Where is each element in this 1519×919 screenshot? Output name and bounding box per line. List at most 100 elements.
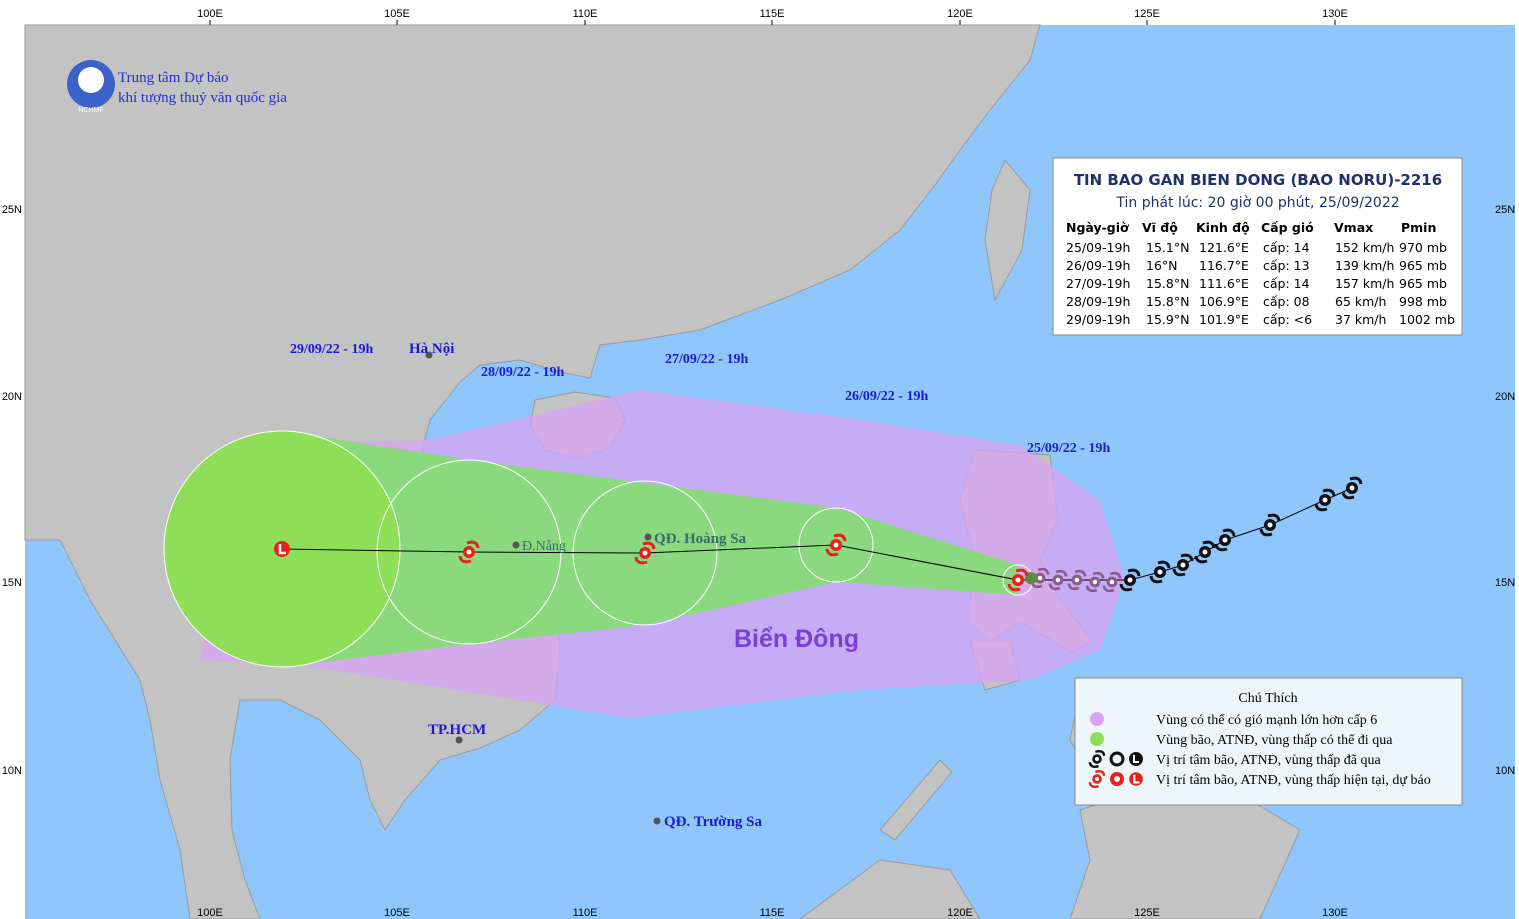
storm-symbol [1259, 513, 1281, 537]
org-name: khí tượng thuỷ văn quốc gia [118, 90, 287, 106]
table-box [1052, 157, 1463, 336]
storm-arm [634, 541, 656, 565]
storm-core [1222, 537, 1228, 543]
city-dot [653, 817, 661, 825]
storm-symbol [1088, 769, 1106, 789]
table-cell: 139 km/h [1335, 258, 1394, 273]
storm-path-zone [282, 431, 1018, 667]
lat-label: 20N [1495, 391, 1515, 403]
lat-label: 10N [2, 765, 22, 777]
place-label: TP.HCM [428, 722, 486, 738]
markers [274, 476, 1363, 593]
storm-arm [1149, 560, 1171, 584]
sea-label: Biển Đông [734, 625, 859, 653]
storm-core [1127, 577, 1133, 583]
table-header: Vĩ độ [1142, 220, 1178, 235]
table-cell: cấp: 08 [1263, 294, 1310, 309]
lon-label: 115E [760, 8, 785, 20]
taiwan [984, 159, 1031, 302]
table-cell: 37 km/h [1335, 312, 1386, 327]
table-cell: 25/09-19h [1066, 240, 1130, 255]
borneo [799, 859, 981, 919]
table-cell: 1002 mb [1399, 312, 1455, 327]
table-cell: 15.1°N [1146, 240, 1189, 255]
table-header: Kinh độ [1196, 220, 1250, 235]
time-label: 29/09/22 - 19h [290, 342, 373, 357]
storm-core [1055, 577, 1061, 583]
place-label: QĐ. Hoàng Sa [654, 531, 747, 547]
storm-symbol [825, 533, 847, 557]
storm-core [1109, 579, 1115, 585]
storm-symbol [1119, 568, 1141, 592]
low-disc [274, 541, 290, 557]
time-label: 27/09/22 - 19h [665, 352, 748, 367]
lat-label: 10N [1495, 765, 1515, 777]
lon-label: 110E [573, 8, 598, 20]
table-cell: 15.8°N [1146, 294, 1189, 309]
time-labels: 29/09/22 - 19h 28/09/22 - 19h 27/09/22 - 1… [290, 342, 1110, 456]
table-title: TIN BAO GAN BIEN DONG (BAO NORU)-2216 [1074, 171, 1442, 189]
logo-inner [78, 67, 104, 93]
low-disc [1129, 772, 1143, 786]
storm-core [1157, 569, 1163, 575]
legend-swatch [1090, 712, 1104, 726]
legend-swatch [1114, 776, 1120, 782]
logo: NCHMF [67, 60, 115, 114]
table-cell: 15.9°N [1146, 312, 1189, 327]
storm-arm [1007, 568, 1029, 592]
legend-swatch [1109, 751, 1125, 767]
forecast-circle [798, 507, 874, 583]
storm-arm [1067, 569, 1087, 591]
table-cell: cấp: <6 [1263, 312, 1312, 327]
lon-label: 120E [947, 907, 973, 919]
storm-symbol [1194, 540, 1216, 564]
storm-core [1095, 777, 1099, 781]
storm-symbol [1314, 488, 1336, 512]
lon-label: 105E [384, 907, 410, 919]
storm-symbol [1149, 560, 1171, 584]
table-header: Ngày-giờ [1066, 220, 1129, 235]
storm-symbol [458, 540, 480, 564]
storm-arm [1088, 769, 1106, 789]
lon-label: 125E [1134, 8, 1160, 20]
storm-symbol [1085, 571, 1105, 593]
table-cell: cấp: 14 [1263, 276, 1310, 291]
legend-items: Vùng có thể có gió mạnh lớn hơn cấp 6 Vùn… [1088, 712, 1431, 789]
low-symbol [274, 541, 290, 557]
table-header: Vmax [1334, 220, 1373, 235]
storm-arm [1172, 553, 1194, 577]
lon-label: 125E [1134, 907, 1160, 919]
storm-core [642, 550, 648, 556]
table-cell: 121.6°E [1199, 240, 1249, 255]
table-cell: 101.9°E [1199, 312, 1249, 327]
lat-label: 20N [2, 391, 22, 403]
storm-arm [1214, 528, 1236, 552]
legend-label: Vùng có thể có gió mạnh lớn hơn cấp 6 [1156, 713, 1377, 728]
forecast-circle [376, 459, 562, 645]
legend-label: Vùng bão, ATNĐ, vùng thấp có thể đi qua [1156, 733, 1393, 748]
storm-core [1074, 577, 1080, 583]
legend-title: Chú Thích [1238, 691, 1297, 706]
storm-arm [1048, 569, 1068, 591]
storm-symbol [1341, 476, 1363, 500]
table-cell: 152 km/h [1335, 240, 1394, 255]
table-cell: 65 km/h [1335, 294, 1386, 309]
lon-label: 105E [384, 8, 410, 20]
city-dot [455, 736, 463, 744]
city-dot [512, 541, 520, 549]
lat-label: 15N [1495, 577, 1515, 589]
table-cell: 965 mb [1399, 258, 1447, 273]
storm-arm [1085, 571, 1105, 593]
storm-core [1092, 579, 1098, 585]
logo-text: NCHMF [78, 107, 103, 114]
storm-core [1015, 577, 1021, 583]
table-cell: 26/09-19h [1066, 258, 1130, 273]
table-body: Ngày-giờ Vĩ độ Kinh độ Cấp gió Vmax Pmin 25/09… [1066, 220, 1455, 327]
org-name: Trung tâm Dự báo [118, 70, 229, 86]
lon-label: 110E [573, 907, 598, 919]
storm-symbol [1102, 571, 1122, 593]
lon-label: 115E [760, 907, 785, 919]
low-letter [1133, 755, 1139, 763]
table-cell: 28/09-19h [1066, 294, 1130, 309]
